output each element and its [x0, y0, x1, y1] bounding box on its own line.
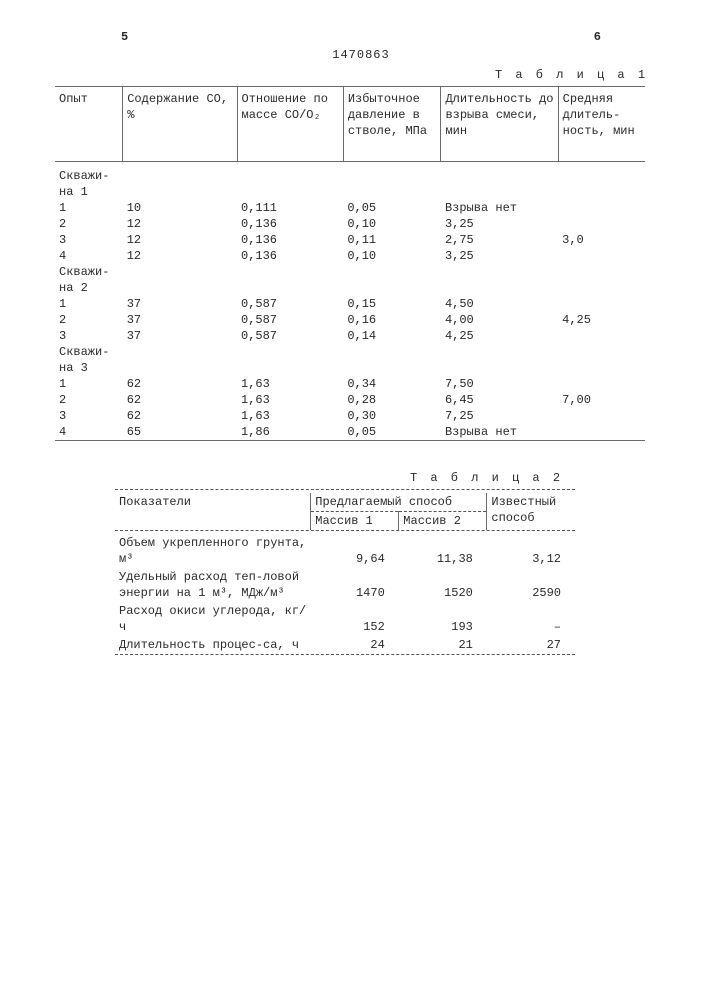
table-row: Скважи-	[55, 344, 645, 360]
t1-h-co: Содержание CO, %	[123, 87, 237, 162]
t1-h-opyt: Опыт	[55, 87, 123, 162]
page-numbers: 5 6	[121, 30, 601, 44]
document-number: 1470863	[55, 48, 667, 62]
t2-h-indicators: Показатели	[115, 493, 311, 530]
table-row: Объем укрепленного грунта, м³9,6411,383,…	[115, 534, 575, 568]
t2-h-m2: Массив 2	[399, 512, 487, 531]
table-row: на 2	[55, 280, 645, 296]
table-row: Длительность процес-са, ч242127	[115, 636, 575, 654]
t1-h-duration: Длительность до взрыва смеси, мин	[441, 87, 558, 162]
table-row: 3621,630,307,25	[55, 408, 645, 424]
table-row: 2120,1360,103,25	[55, 216, 645, 232]
t1-h-avg: Средняя длитель-ность, мин	[558, 87, 645, 162]
table-row: Удельный расход теп-ловой энергии на 1 м…	[115, 568, 575, 602]
table-row: на 1	[55, 184, 645, 200]
table-row: 1100,1110,05Взрыва нет	[55, 200, 645, 216]
table-row: 2621,630,286,457,00	[55, 392, 645, 408]
table-row: 1621,630,347,50	[55, 376, 645, 392]
table-1: Опыт Содержание CO, % Отношение по массе…	[55, 86, 645, 441]
table-row: Скважи-	[55, 168, 645, 184]
table1-caption: Т а б л и ц а 1	[495, 68, 667, 82]
left-page-num: 5	[121, 30, 128, 44]
table-row: Расход окиси углерода, кг/ч152193–	[115, 602, 575, 636]
table-row: 3120,1360,112,753,0	[55, 232, 645, 248]
t2-h-m1: Массив 1	[311, 512, 399, 531]
table-row: 4120,1360,103,25	[55, 248, 645, 264]
table-row: 1370,5870,154,50	[55, 296, 645, 312]
right-page-num: 6	[594, 30, 601, 44]
t1-h-pressure: Избыточное давление в стволе, МПа	[343, 87, 441, 162]
table-row: 4651,860,05Взрыва нет	[55, 424, 645, 441]
table-row: Скважи-	[55, 264, 645, 280]
table-row: на 3	[55, 360, 645, 376]
t2-h-known: Известный способ	[487, 493, 575, 530]
table-2: Показатели Предлагаемый способ Известный…	[115, 489, 575, 658]
table-row: 3370,5870,144,25	[55, 328, 645, 344]
table-row: 2370,5870,164,004,25	[55, 312, 645, 328]
t2-h-proposed: Предлагаемый способ	[311, 493, 487, 512]
table2-caption: Т а б л и ц а 2	[410, 471, 667, 485]
t1-h-ratio: Отношение по массе CO/O₂	[237, 87, 343, 162]
